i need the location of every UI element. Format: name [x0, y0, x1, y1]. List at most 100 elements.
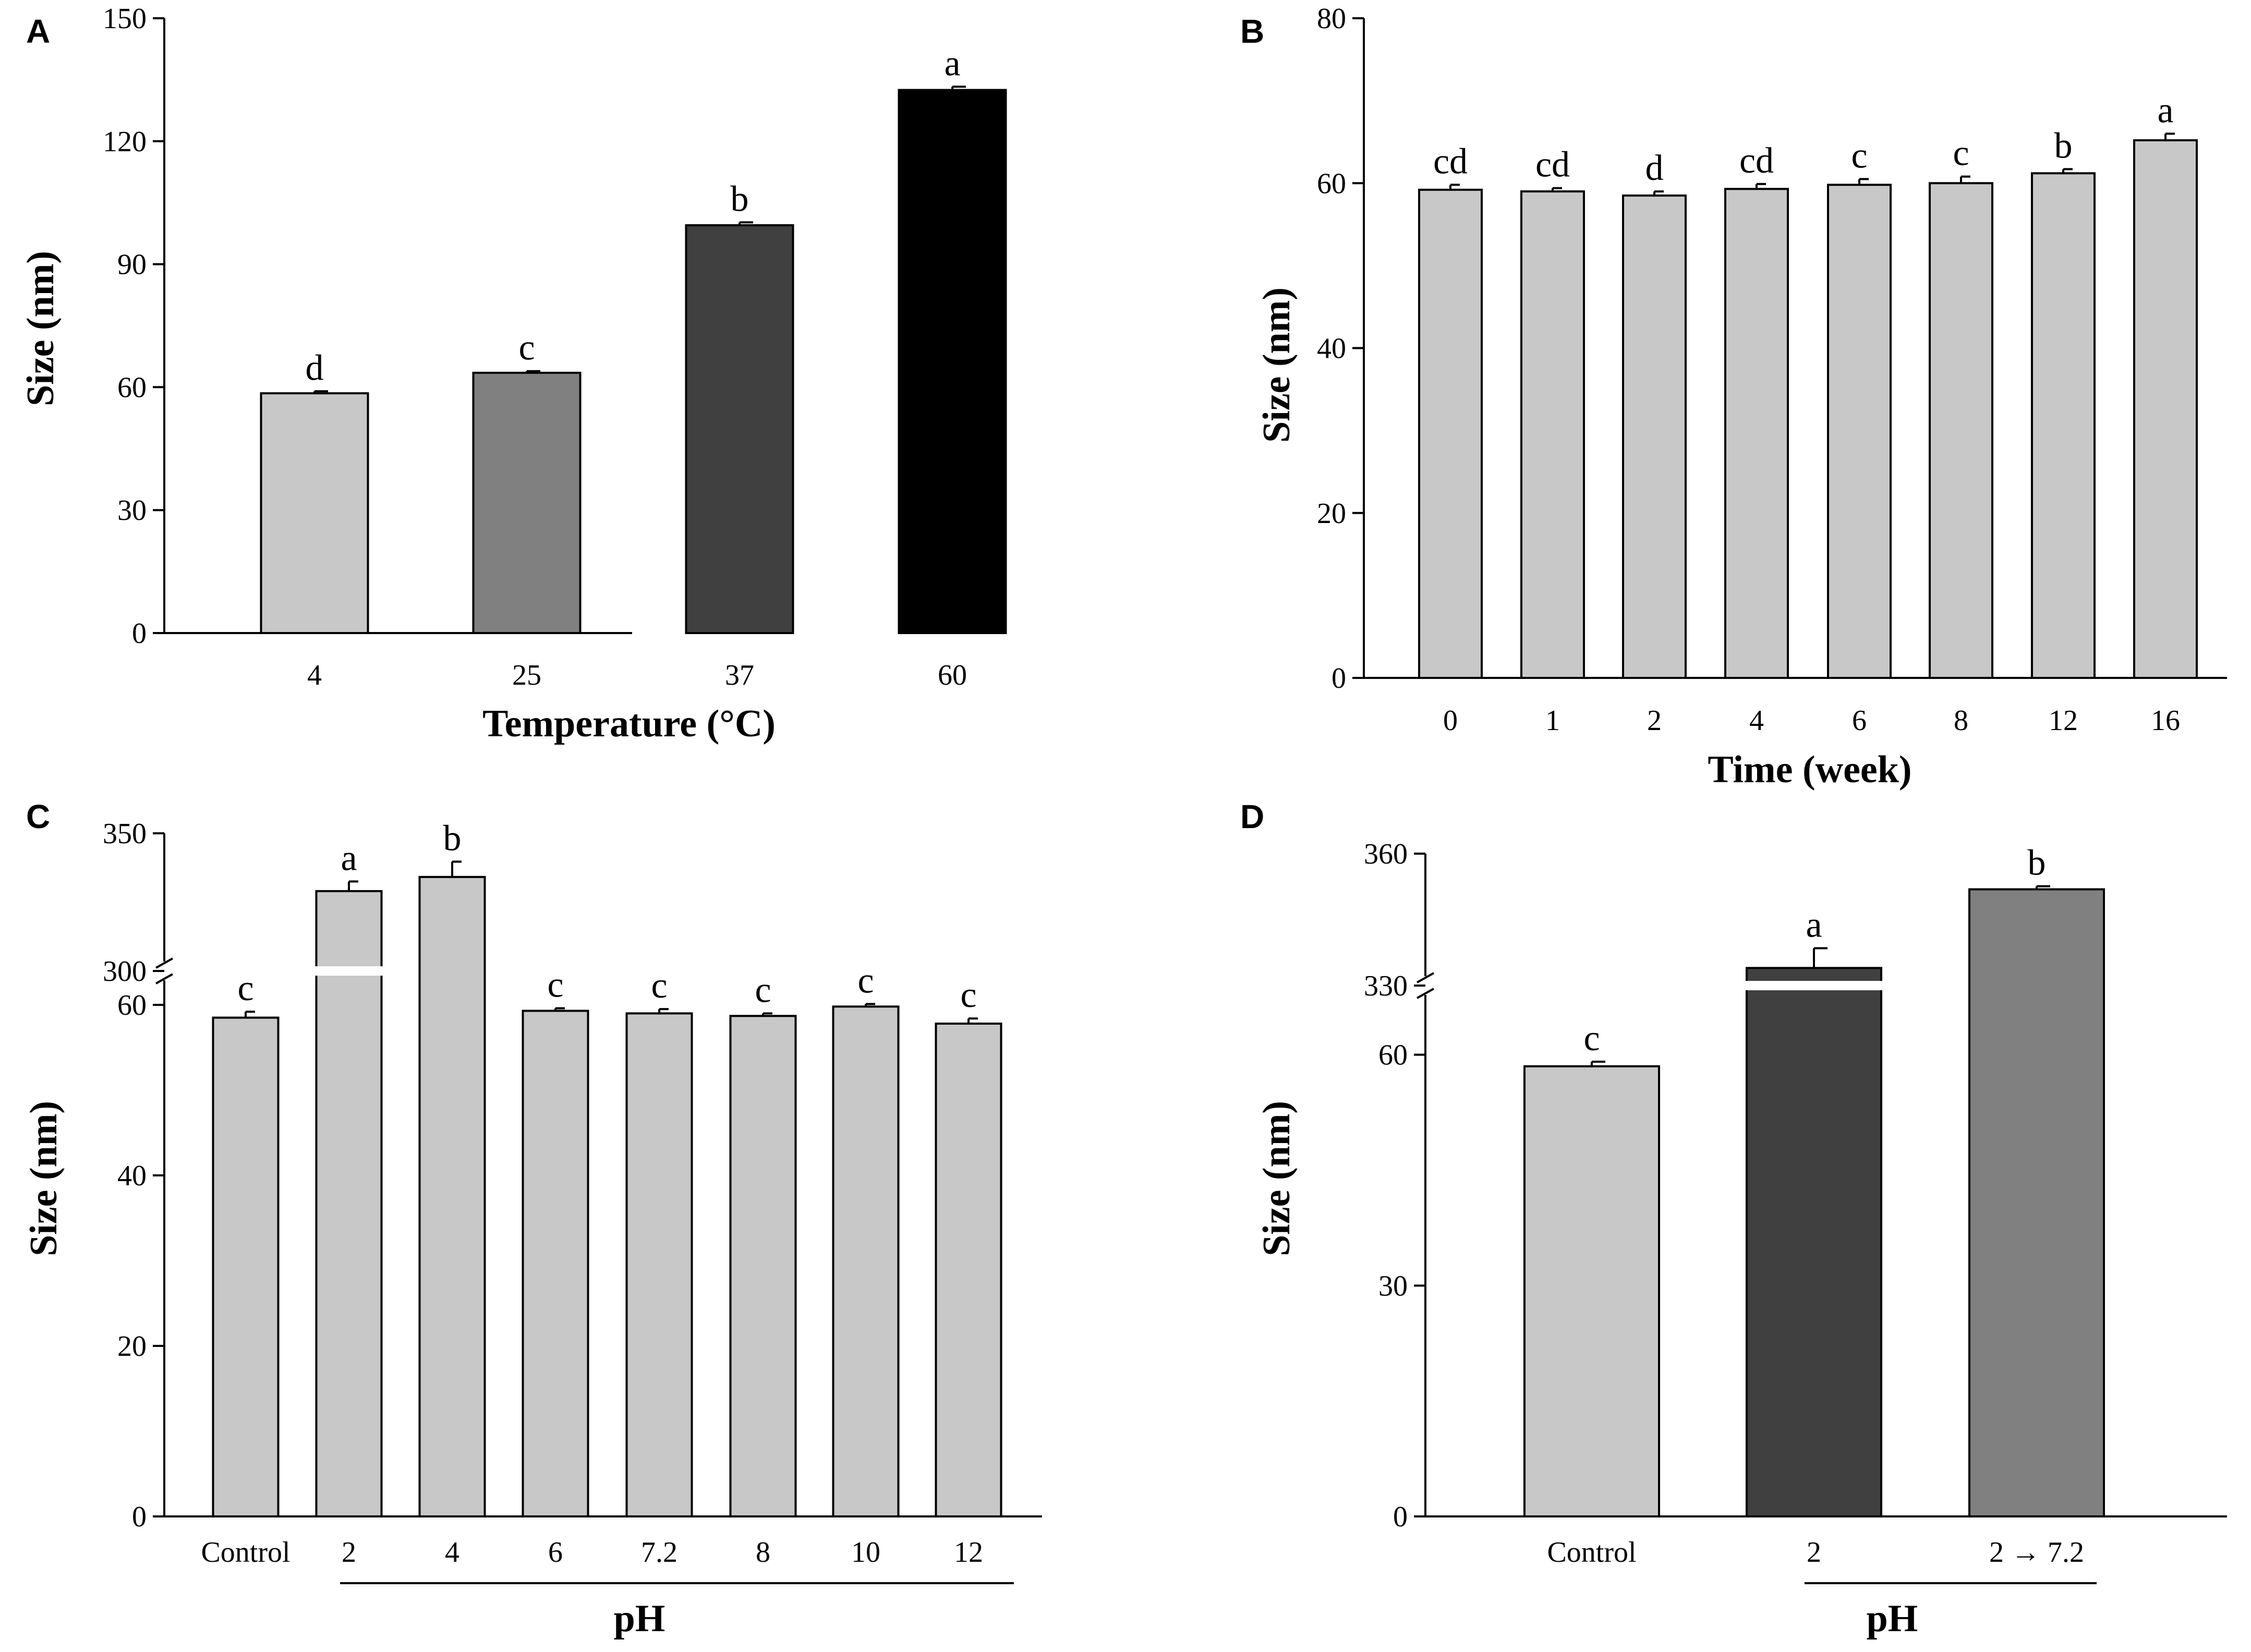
y-axis-title: Size (nm): [1255, 1101, 1298, 1256]
bar: [315, 890, 383, 1517]
bar: [2133, 139, 2198, 679]
bar: [1968, 888, 2105, 1517]
bar: [1827, 184, 1892, 679]
y-tick-label: 30: [117, 494, 147, 527]
x-tick-label: 2 → 7.2: [1989, 1536, 2084, 1569]
x-tick-label: Control: [201, 1536, 290, 1569]
significance-letter: b: [2028, 843, 2046, 883]
x-tick-label: 12: [2049, 704, 2078, 737]
y-tick-label: 60: [1378, 1039, 1408, 1072]
x-tick-label: 7.2: [641, 1536, 677, 1569]
significance-letter: c: [1583, 1018, 1600, 1059]
y-tick-label: 20: [117, 1330, 147, 1363]
significance-letter: c: [547, 965, 563, 1005]
bar: [418, 876, 486, 1517]
significance-letter: cd: [1535, 145, 1570, 185]
x-tick-label: 16: [2151, 704, 2180, 737]
significance-letter: a: [2157, 90, 2173, 130]
y-tick-label: 120: [103, 126, 147, 158]
bar: [1929, 182, 1993, 679]
significance-letter: a: [341, 838, 357, 878]
y-tick-label: 360: [1364, 838, 1408, 870]
y-tick-label: 30: [1378, 1270, 1408, 1302]
bar: [685, 224, 794, 634]
x-tick-label: 2: [342, 1536, 356, 1569]
significance-letter: cd: [1739, 141, 1774, 181]
significance-letter: a: [1806, 905, 1822, 945]
x-tick-label: 1: [1545, 704, 1560, 737]
y-tick-label: 150: [103, 3, 147, 35]
bar: [625, 1012, 693, 1517]
y-axis-title: Size (nm): [22, 1101, 65, 1256]
panel-letter: A: [26, 13, 50, 50]
y-tick-label: 330: [1364, 970, 1408, 1002]
axis-break-mark: [1417, 972, 1434, 983]
x-tick-label: 4: [307, 659, 322, 691]
significance-letter: a: [944, 43, 960, 83]
bar: [935, 1022, 1002, 1517]
y-tick-label: 40: [1317, 333, 1346, 365]
significance-letter: c: [518, 328, 535, 368]
bar: [472, 371, 582, 634]
y-axis-title: Size (nm): [19, 251, 62, 406]
y-tick-label: 20: [1317, 497, 1346, 530]
x-axis-title: pH: [1867, 1597, 1918, 1640]
significance-letter: c: [651, 966, 667, 1006]
significance-letter: b: [443, 818, 462, 858]
x-tick-label: 0: [1443, 704, 1458, 737]
y-tick-label: 80: [1317, 3, 1346, 35]
y-tick-label: 0: [132, 1501, 147, 1533]
bar: [1418, 188, 1483, 679]
y-tick-label: 0: [1332, 662, 1346, 695]
y-tick-label: 90: [117, 249, 147, 281]
bar: [1622, 194, 1687, 679]
x-tick-label: 8: [756, 1536, 770, 1569]
bar: [1724, 188, 1789, 679]
y-tick-label: 60: [1317, 167, 1346, 200]
x-axis-title: Time (week): [1708, 748, 1911, 791]
chart-panel-a: A 0 30 60 90 120 150 d 4 c 25 b 37 a 60 Temperature (°C…: [19, 3, 1007, 745]
panel-letter: D: [1240, 798, 1264, 835]
significance-letter: d: [306, 348, 324, 388]
bar: [832, 1005, 900, 1517]
bar: [522, 1010, 589, 1517]
significance-letter: d: [1645, 148, 1664, 188]
significance-letter: c: [1851, 136, 1867, 176]
y-tick-label: 40: [117, 1160, 147, 1192]
x-tick-label: 2: [1807, 1536, 1821, 1569]
axis-break-mark: [155, 957, 173, 969]
significance-letter: c: [857, 961, 874, 1001]
x-tick-label: 60: [938, 659, 967, 691]
x-tick-label: 8: [1954, 704, 1968, 737]
y-tick-label: 60: [117, 989, 147, 1022]
bar-break-gap: [1745, 981, 1883, 990]
significance-letter: b: [2054, 126, 2073, 166]
significance-letter: cd: [1433, 141, 1468, 181]
significance-letter: c: [755, 970, 771, 1010]
bar: [1520, 190, 1585, 679]
axis-break-mark: [1417, 988, 1434, 999]
bar: [1746, 967, 1882, 1517]
bar: [2031, 172, 2096, 679]
y-tick-label: 350: [103, 818, 147, 850]
bar: [1523, 1065, 1660, 1518]
x-tick-label: 10: [851, 1536, 880, 1569]
significance-letter: c: [1953, 133, 1969, 174]
x-tick-label: 6: [1852, 704, 1867, 737]
x-axis-title: pH: [614, 1597, 665, 1640]
chart-panel-d: D 0 30 60 330 360 c Control a 2 b 2 → 7.2 pH Size (nm…: [1240, 798, 2227, 1640]
bar: [212, 1016, 280, 1517]
significance-letter: b: [731, 179, 749, 219]
chart-panel-b: B 0 20 40 60 80 cd 0 cd 1 d 2 cd 4 c 6 c 8 b 12 a 16 Time (wee…: [1240, 3, 2227, 791]
significance-letter: c: [960, 975, 976, 1015]
x-tick-label: 37: [725, 659, 754, 691]
bar: [729, 1015, 797, 1517]
x-tick-label: 4: [445, 1536, 459, 1569]
y-tick-label: 0: [1393, 1501, 1408, 1533]
x-tick-label: 2: [1647, 704, 1662, 737]
bar: [260, 392, 369, 634]
bar: [898, 89, 1007, 634]
x-tick-label: Control: [1547, 1536, 1636, 1569]
